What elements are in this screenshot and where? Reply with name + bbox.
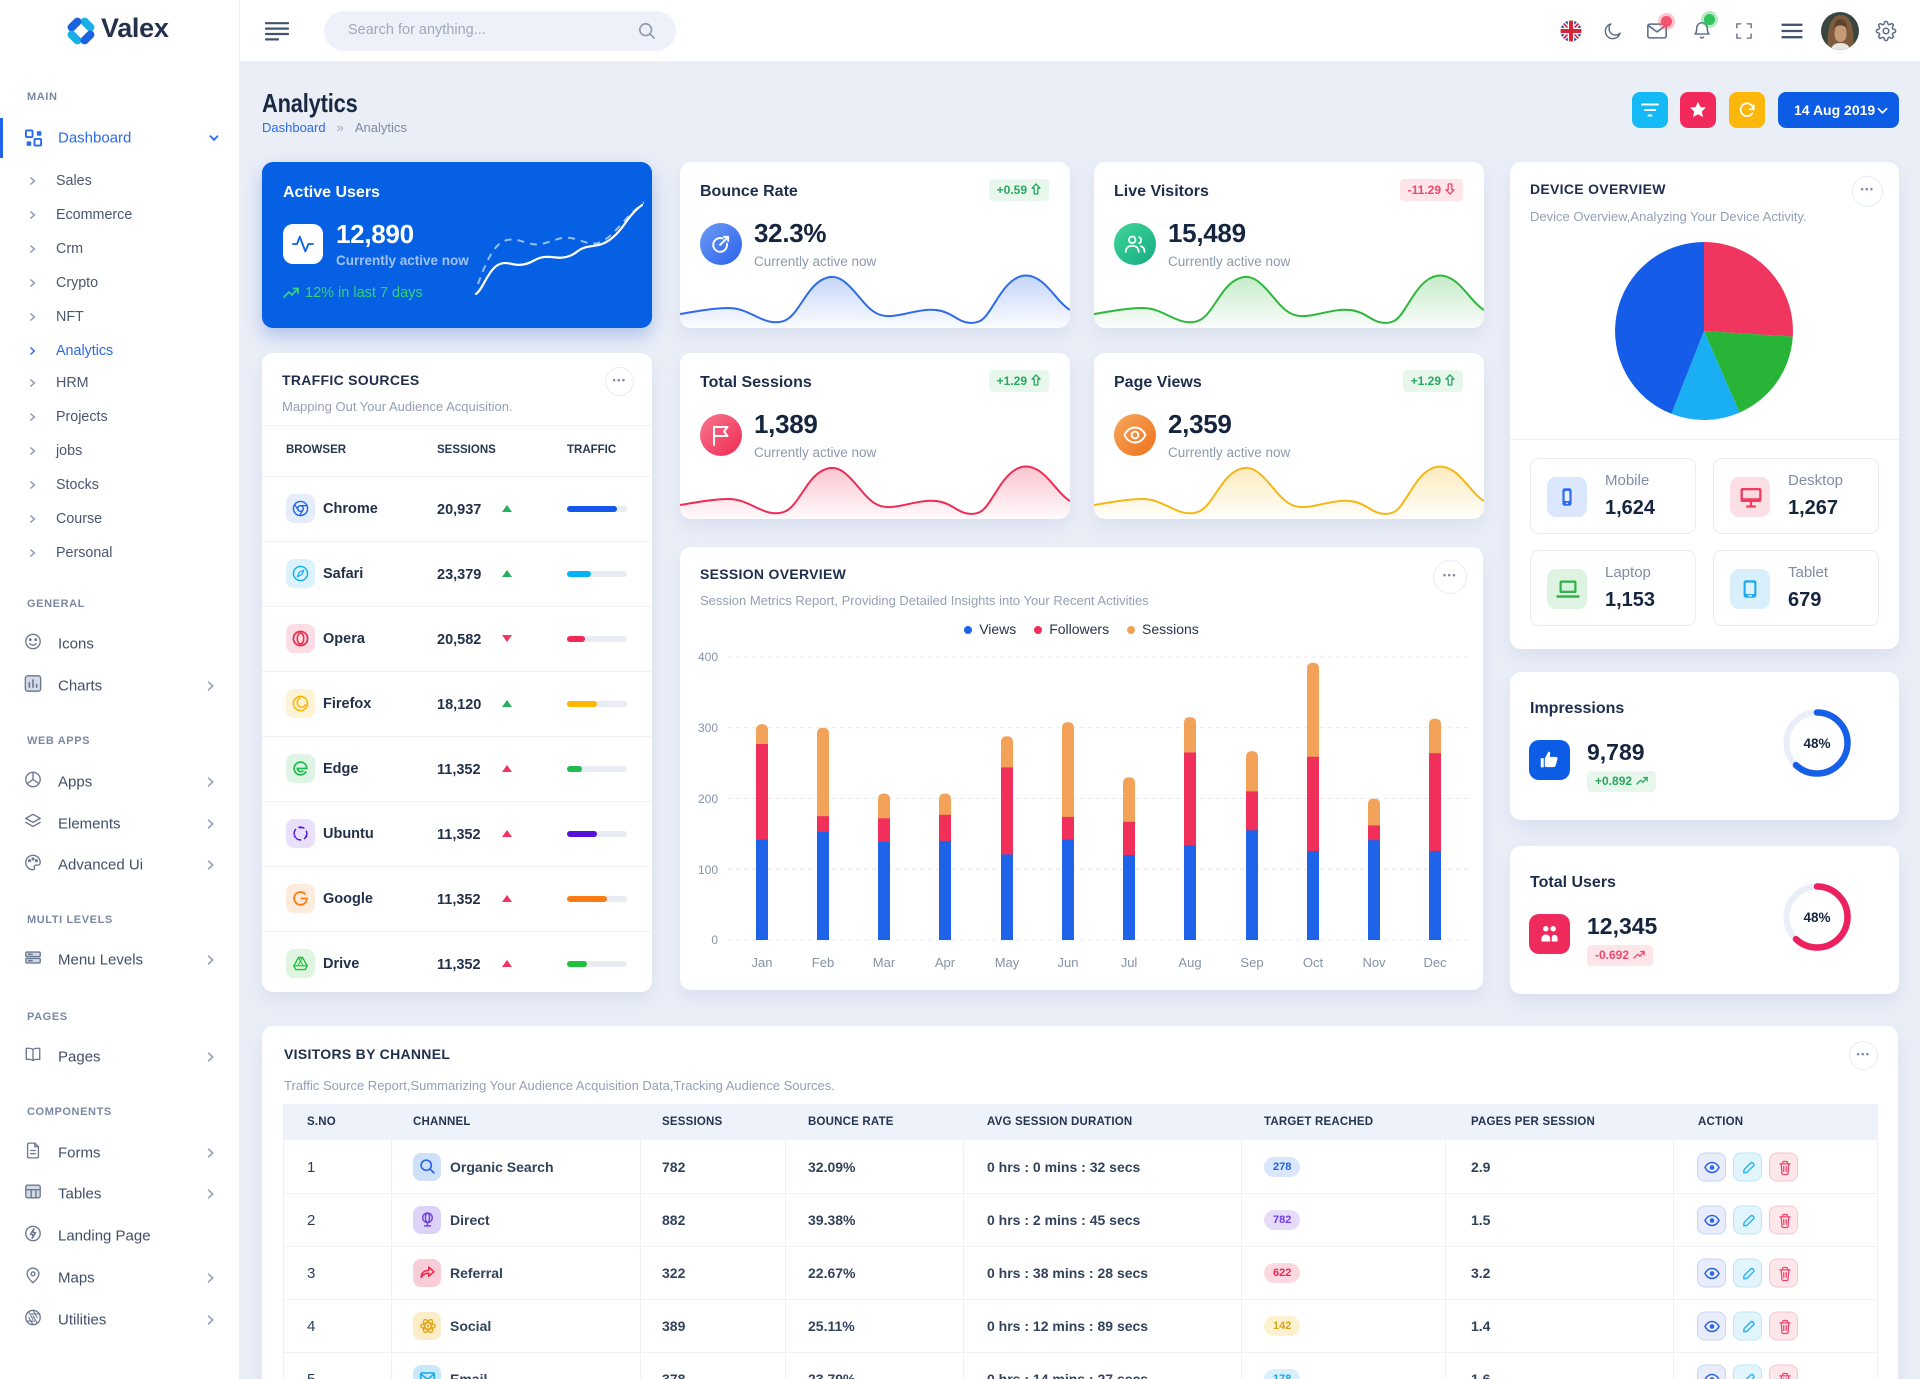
svg-text:48%: 48%: [1803, 736, 1830, 751]
svg-text:48%: 48%: [1803, 910, 1830, 925]
